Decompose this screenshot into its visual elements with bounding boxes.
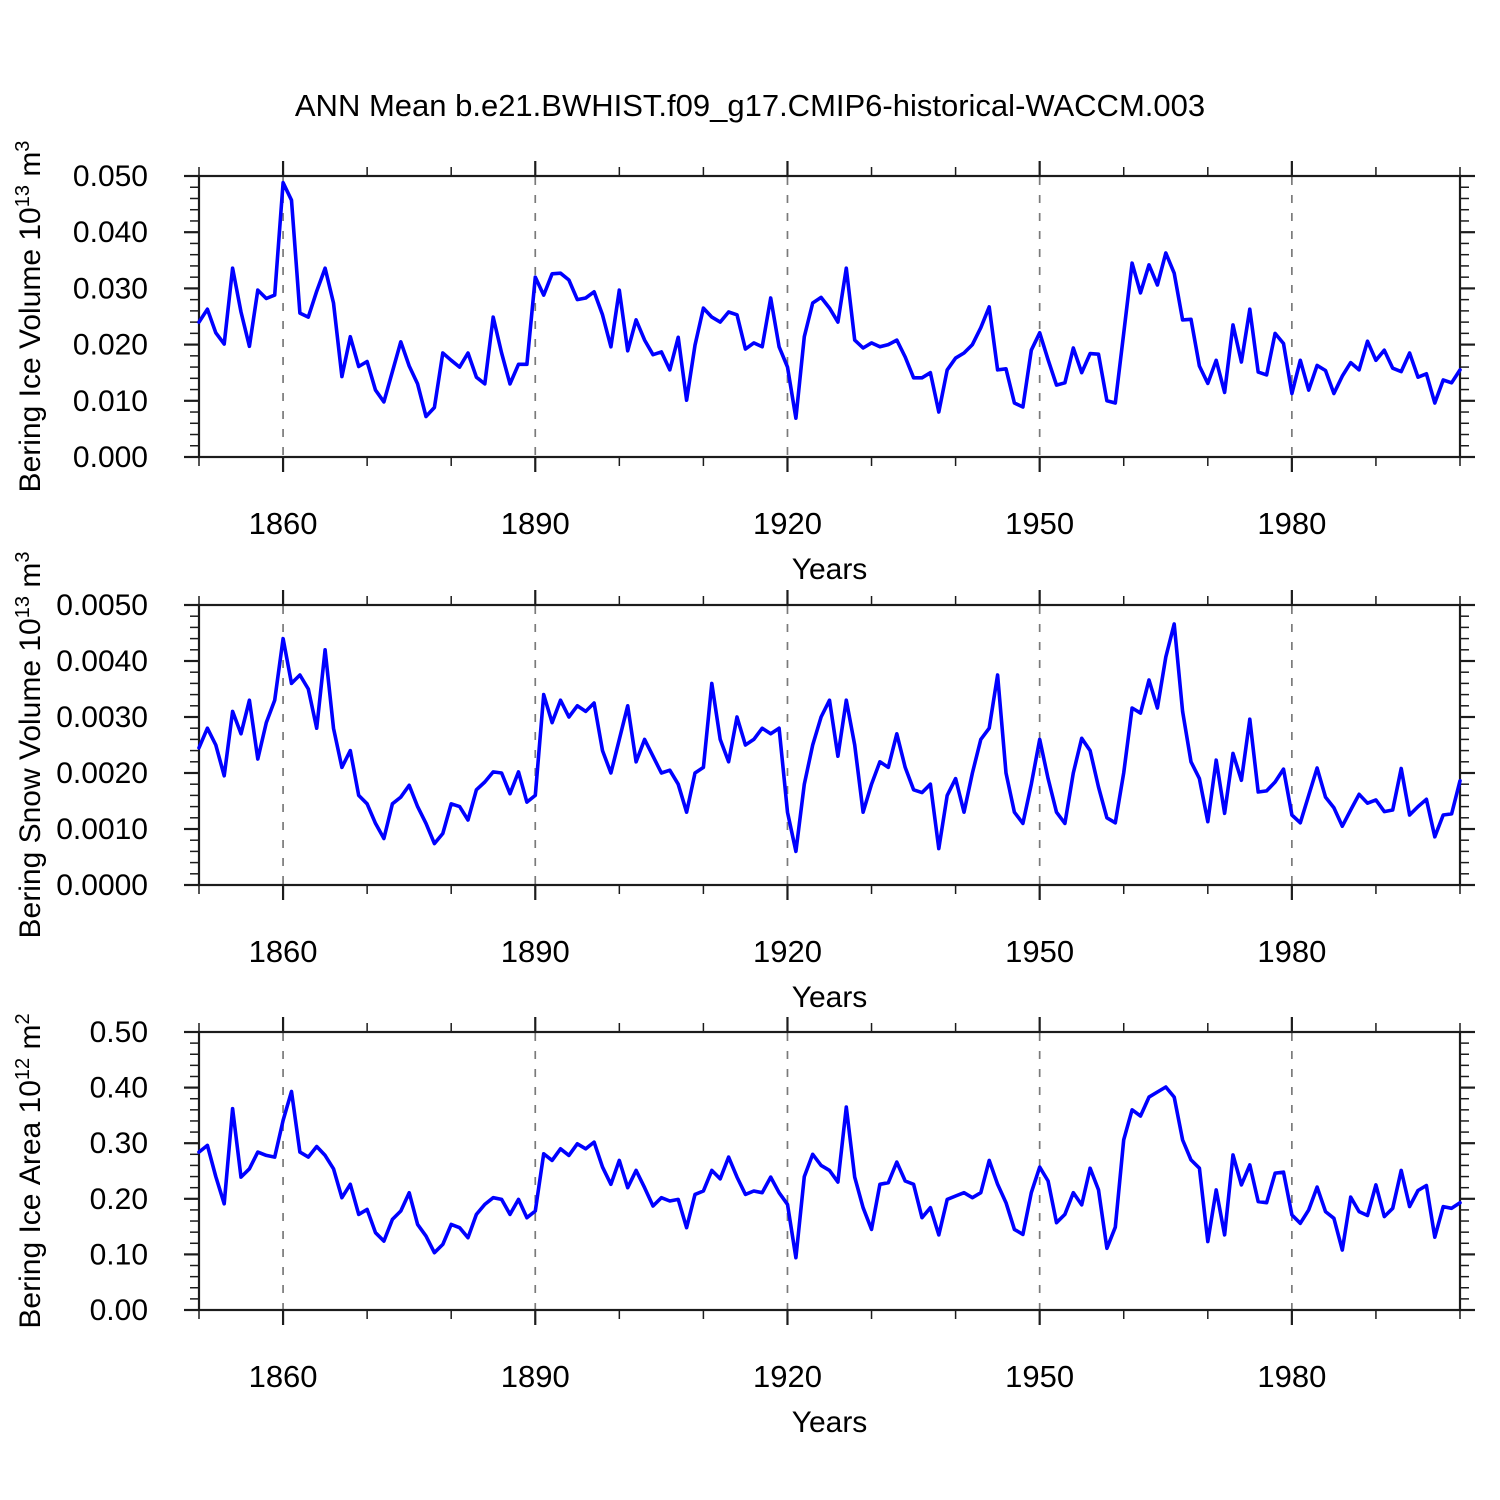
svg-text:1860: 1860 (249, 934, 318, 969)
svg-text:1950: 1950 (1005, 934, 1074, 969)
svg-text:1920: 1920 (753, 934, 822, 969)
svg-text:1980: 1980 (1257, 934, 1326, 969)
svg-text:Years: Years (792, 981, 868, 1014)
svg-text:0.50: 0.50 (90, 1016, 148, 1049)
svg-text:1920: 1920 (753, 506, 822, 541)
svg-text:1980: 1980 (1257, 1359, 1326, 1394)
svg-text:0.0000: 0.0000 (56, 869, 148, 902)
svg-text:0.000: 0.000 (73, 441, 148, 474)
svg-text:Bering Snow Volume 1013 m3: Bering Snow Volume 1013 m3 (12, 552, 47, 939)
svg-text:0.20: 0.20 (90, 1183, 148, 1216)
svg-text:0.10: 0.10 (90, 1238, 148, 1271)
svg-text:1890: 1890 (501, 934, 570, 969)
svg-text:0.0030: 0.0030 (56, 701, 148, 734)
svg-text:1890: 1890 (501, 1359, 570, 1394)
panel-bering-ice-area: 0.00 0.10 0.20 0.30 0.40 0.50 1860 1890 1920 1950… (12, 1013, 1475, 1439)
svg-text:0.020: 0.020 (73, 329, 148, 362)
svg-text:1980: 1980 (1257, 506, 1326, 541)
svg-text:Years: Years (792, 553, 868, 586)
svg-text:1890: 1890 (501, 506, 570, 541)
svg-text:Bering Ice Area 1012 m2: Bering Ice Area 1012 m2 (12, 1013, 47, 1328)
svg-text:0.0050: 0.0050 (56, 589, 148, 622)
svg-text:0.30: 0.30 (90, 1127, 148, 1160)
svg-text:0.010: 0.010 (73, 385, 148, 418)
svg-text:1950: 1950 (1005, 506, 1074, 541)
svg-text:0.0040: 0.0040 (56, 645, 148, 678)
svg-text:1920: 1920 (753, 1359, 822, 1394)
chart-title: ANN Mean b.e21.BWHIST.f09_g17.CMIP6-hist… (294, 88, 1206, 123)
svg-text:1860: 1860 (249, 506, 318, 541)
svg-text:0.030: 0.030 (73, 272, 148, 305)
panel-bering-ice-volume: 0.000 0.010 0.020 0.030 0.040 0.050 1860 1890 19… (12, 141, 1475, 586)
svg-text:0.0010: 0.0010 (56, 813, 148, 846)
svg-text:0.040: 0.040 (73, 216, 148, 249)
svg-text:Years: Years (792, 1406, 868, 1439)
svg-text:0.00: 0.00 (90, 1294, 148, 1327)
svg-text:Bering Ice Volume 1013 m3: Bering Ice Volume 1013 m3 (12, 141, 47, 493)
svg-text:0.050: 0.050 (73, 160, 148, 193)
svg-text:1950: 1950 (1005, 1359, 1074, 1394)
panel-bering-snow-volume: 0.0000 0.0010 0.0020 0.0030 0.0040 0.0050 1860… (12, 552, 1475, 1014)
svg-text:1860: 1860 (249, 1359, 318, 1394)
svg-text:0.40: 0.40 (90, 1072, 148, 1105)
svg-text:0.0020: 0.0020 (56, 757, 148, 790)
